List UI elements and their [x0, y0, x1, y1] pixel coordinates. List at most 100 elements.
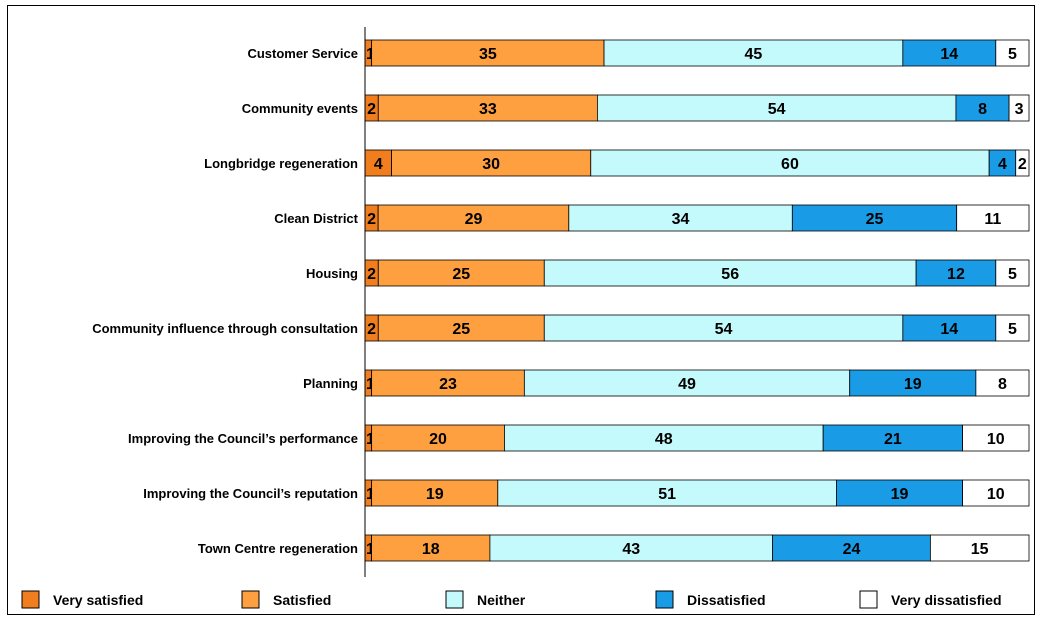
bar-segment: [975, 369, 1030, 397]
data-label: 1: [366, 486, 375, 503]
data-label: 25: [866, 211, 884, 228]
legend: Very satisfied Satisfied Neither Dissatisfi…: [21, 590, 1002, 609]
bar-segment: [377, 259, 545, 287]
bar-segment: [504, 424, 824, 452]
category-label: Town Centre regeneration: [198, 541, 358, 556]
data-label: 45: [745, 46, 763, 63]
data-label: 51: [658, 486, 676, 503]
data-label: 24: [843, 541, 861, 558]
data-label: 25: [452, 321, 470, 338]
bar-segment: [995, 39, 1030, 67]
bar-segment: [568, 204, 793, 232]
data-label: 8: [998, 376, 1007, 393]
bar-segment: [543, 314, 904, 342]
bars-layer: 1 35 45 14 52 33 54 8 34 30 60 4 22 29 34 25 112 25 56 12 52…: [364, 39, 1030, 562]
bar-segment: [988, 149, 1017, 177]
bar-segment: [371, 369, 525, 397]
bar-segment: [603, 39, 904, 67]
data-label: 3: [1015, 101, 1024, 118]
data-label: 1: [366, 541, 375, 558]
data-label: 15: [971, 541, 989, 558]
data-label: 60: [781, 156, 799, 173]
data-label: 10: [987, 486, 1005, 503]
legend-label: Neither: [477, 592, 526, 608]
data-label: 5: [1008, 321, 1017, 338]
legend-swatch: [445, 590, 464, 609]
bar-segment: [1008, 94, 1030, 122]
category-label: Improving the Council’s performance: [128, 431, 358, 446]
data-label: 5: [1008, 266, 1017, 283]
bar-segment: [371, 424, 505, 452]
data-label: 19: [891, 486, 909, 503]
data-label: 2: [367, 321, 376, 338]
legend-swatch: [241, 590, 260, 609]
data-label: 10: [987, 431, 1005, 448]
category-label: Longbridge regeneration: [204, 156, 358, 171]
category-label: Clean District: [274, 211, 358, 226]
bar-segment: [902, 314, 997, 342]
data-label: 1: [366, 376, 375, 393]
data-label: 54: [768, 101, 786, 118]
data-label: 2: [1018, 156, 1027, 173]
bar-segment: [962, 424, 1030, 452]
data-label: 43: [622, 541, 640, 558]
bar-segment: [371, 39, 605, 67]
data-label: 19: [426, 486, 444, 503]
bar-segment: [371, 479, 499, 507]
data-label: 1: [366, 46, 375, 63]
category-label: Community events: [242, 101, 358, 116]
bar-segment: [377, 314, 545, 342]
legend-label: Dissatisfied: [687, 592, 766, 608]
data-label: 30: [482, 156, 500, 173]
bar-segment: [791, 204, 958, 232]
bar-segment: [1015, 149, 1030, 177]
data-label: 2: [367, 266, 376, 283]
data-label: 4: [374, 156, 383, 173]
bar-segment: [822, 424, 963, 452]
legend-label: Very dissatisfied: [891, 592, 1002, 608]
bar-segment: [364, 149, 392, 177]
bar-segment: [849, 369, 977, 397]
bar-segment: [489, 534, 774, 562]
data-label: 20: [429, 431, 447, 448]
data-label: 2: [367, 211, 376, 228]
data-label: 1: [366, 431, 375, 448]
legend-swatch: [21, 590, 40, 609]
data-label: 49: [678, 376, 696, 393]
data-label: 33: [479, 101, 497, 118]
bar-segment: [377, 204, 570, 232]
data-label: 54: [715, 321, 733, 338]
bar-segment: [590, 149, 990, 177]
category-label: Improving the Council’s reputation: [143, 486, 358, 501]
legend-label: Very satisfied: [53, 592, 143, 608]
data-label: 48: [655, 431, 673, 448]
data-label: 14: [940, 46, 958, 63]
bar-segment: [929, 534, 1030, 562]
data-label: 4: [998, 156, 1007, 173]
bar-segment: [497, 479, 837, 507]
category-label: Community influence through consultation: [92, 321, 358, 336]
category-labels: Customer Service Community events Longbrid…: [92, 46, 358, 556]
data-label: 11: [984, 211, 1001, 228]
data-label: 21: [884, 431, 902, 448]
bar-segment: [772, 534, 931, 562]
data-label: 12: [947, 266, 965, 283]
bar-segment: [902, 39, 997, 67]
legend-swatch: [655, 590, 674, 609]
bar-segment: [995, 314, 1030, 342]
legend-label: Satisfied: [273, 592, 331, 608]
data-label: 18: [422, 541, 440, 558]
bar-segment: [597, 94, 957, 122]
bar-segment: [962, 479, 1030, 507]
bar-segment: [956, 204, 1030, 232]
category-label: Housing: [306, 266, 358, 281]
data-label: 35: [479, 46, 497, 63]
data-label: 29: [465, 211, 483, 228]
bar-segment: [836, 479, 964, 507]
data-label: 2: [367, 101, 376, 118]
data-label: 56: [721, 266, 739, 283]
bar-segment: [543, 259, 917, 287]
bar-segment: [377, 94, 598, 122]
data-label: 8: [978, 101, 987, 118]
